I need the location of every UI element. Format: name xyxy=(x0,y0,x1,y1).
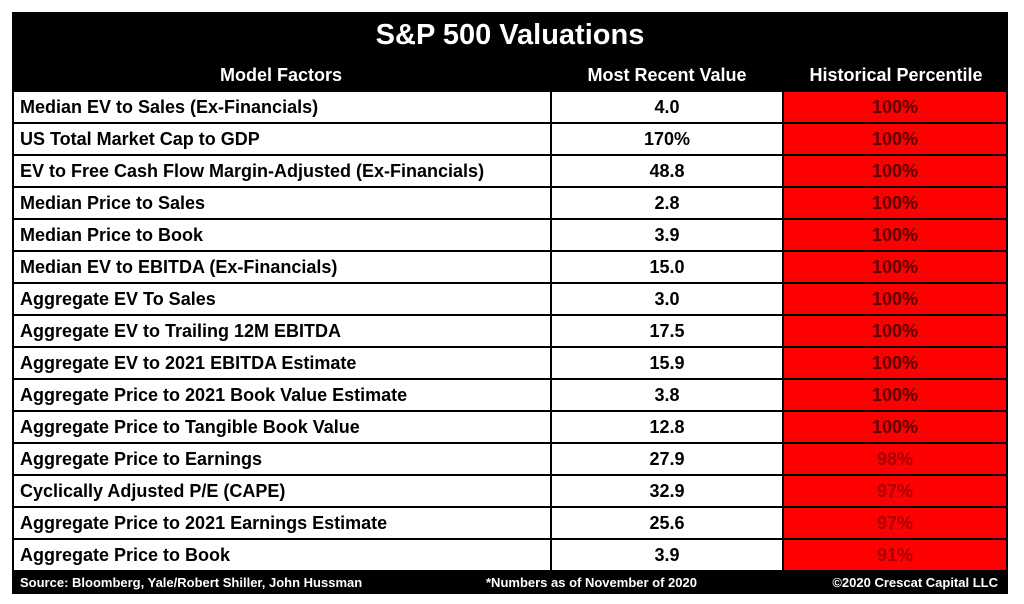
factor-cell: Median Price to Book xyxy=(14,220,550,250)
factor-cell: Aggregate EV To Sales xyxy=(14,284,550,314)
percentile-cell: 91% xyxy=(784,540,1006,570)
percentile-cell: 100% xyxy=(784,316,1006,346)
table-body: Median EV to Sales (Ex-Financials) 4.0 1… xyxy=(14,92,1006,572)
table-row: Aggregate Price to Book 3.9 91% xyxy=(14,540,1006,570)
table-row: Median Price to Sales 2.8 100% xyxy=(14,188,1006,218)
source-note: Source: Bloomberg, Yale/Robert Shiller, … xyxy=(20,575,363,590)
percentile-cell: 100% xyxy=(784,284,1006,314)
table-footer: Source: Bloomberg, Yale/Robert Shiller, … xyxy=(12,572,1008,594)
factor-cell: Median Price to Sales xyxy=(14,188,550,218)
table-row: Aggregate Price to 2021 Book Value Estim… xyxy=(14,380,1006,410)
percentile-cell: 100% xyxy=(784,348,1006,378)
percentile-cell: 100% xyxy=(784,188,1006,218)
factor-cell: Median EV to Sales (Ex-Financials) xyxy=(14,92,550,122)
factor-cell: Aggregate EV to Trailing 12M EBITDA xyxy=(14,316,550,346)
table-row: Aggregate Price to 2021 Earnings Estimat… xyxy=(14,508,1006,538)
table-row: Median EV to EBITDA (Ex-Financials) 15.0… xyxy=(14,252,1006,282)
value-cell: 25.6 xyxy=(552,508,782,538)
percentile-cell: 100% xyxy=(784,156,1006,186)
percentile-cell: 100% xyxy=(784,412,1006,442)
value-cell: 27.9 xyxy=(552,444,782,474)
value-cell: 15.9 xyxy=(552,348,782,378)
percentile-cell: 100% xyxy=(784,92,1006,122)
table-row: Aggregate EV to Trailing 12M EBITDA 17.5… xyxy=(14,316,1006,346)
value-cell: 170% xyxy=(552,124,782,154)
factor-cell: Aggregate Price to Tangible Book Value xyxy=(14,412,550,442)
percentile-cell: 100% xyxy=(784,380,1006,410)
table-row: US Total Market Cap to GDP 170% 100% xyxy=(14,124,1006,154)
table-row: Aggregate EV To Sales 3.0 100% xyxy=(14,284,1006,314)
value-cell: 3.8 xyxy=(552,380,782,410)
percentile-cell: 97% xyxy=(784,476,1006,506)
value-cell: 3.9 xyxy=(552,540,782,570)
value-cell: 3.9 xyxy=(552,220,782,250)
table-row: Cyclically Adjusted P/E (CAPE) 32.9 97% xyxy=(14,476,1006,506)
value-cell: 17.5 xyxy=(552,316,782,346)
factor-cell: Aggregate Price to Earnings xyxy=(14,444,550,474)
valuation-table: S&P 500 Valuations Model Factors Most Re… xyxy=(12,12,1008,594)
table-row: Aggregate EV to 2021 EBITDA Estimate 15.… xyxy=(14,348,1006,378)
value-cell: 4.0 xyxy=(552,92,782,122)
value-cell: 3.0 xyxy=(552,284,782,314)
factor-cell: Aggregate EV to 2021 EBITDA Estimate xyxy=(14,348,550,378)
percentile-cell: 100% xyxy=(784,220,1006,250)
percentile-cell: 100% xyxy=(784,124,1006,154)
factor-cell: Aggregate Price to 2021 Earnings Estimat… xyxy=(14,508,550,538)
factor-cell: Median EV to EBITDA (Ex-Financials) xyxy=(14,252,550,282)
table-row: Aggregate Price to Tangible Book Value 1… xyxy=(14,412,1006,442)
percentile-cell: 98% xyxy=(784,444,1006,474)
value-cell: 48.8 xyxy=(552,156,782,186)
table-title: S&P 500 Valuations xyxy=(375,19,645,51)
factor-cell: EV to Free Cash Flow Margin-Adjusted (Ex… xyxy=(14,156,550,186)
header-model-factors: Model Factors xyxy=(219,65,343,85)
table-row: Median Price to Book 3.9 100% xyxy=(14,220,1006,250)
value-cell: 12.8 xyxy=(552,412,782,442)
factor-cell: Aggregate Price to 2021 Book Value Estim… xyxy=(14,380,550,410)
percentile-cell: 97% xyxy=(784,508,1006,538)
value-cell: 15.0 xyxy=(552,252,782,282)
table-row: EV to Free Cash Flow Margin-Adjusted (Ex… xyxy=(14,156,1006,186)
factor-cell: Aggregate Price to Book xyxy=(14,540,550,570)
factor-cell: Cyclically Adjusted P/E (CAPE) xyxy=(14,476,550,506)
percentile-cell: 100% xyxy=(784,252,1006,282)
header-most-recent-value: Most Recent Value xyxy=(587,65,747,85)
value-cell: 32.9 xyxy=(552,476,782,506)
table-row: Aggregate Price to Earnings 27.9 98% xyxy=(14,444,1006,474)
value-cell: 2.8 xyxy=(552,188,782,218)
table-row: Median EV to Sales (Ex-Financials) 4.0 1… xyxy=(14,92,1006,122)
factor-cell: US Total Market Cap to GDP xyxy=(14,124,550,154)
table-header: Model Factors Most Recent Value Historic… xyxy=(12,60,1008,90)
date-note: *Numbers as of November of 2020 xyxy=(486,575,697,590)
header-historical-percentile: Historical Percentile xyxy=(809,65,983,85)
copyright-note: ©2020 Crescat Capital LLC xyxy=(832,575,998,590)
